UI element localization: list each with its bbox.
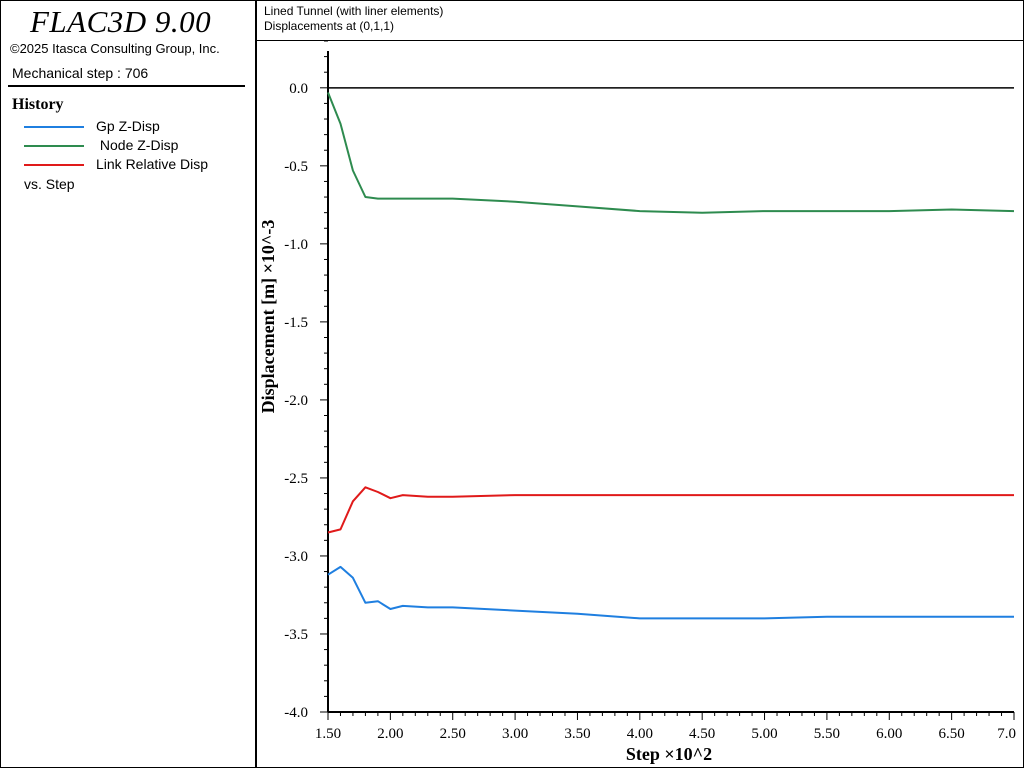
- legend-label: Gp Z-Disp: [96, 118, 160, 134]
- app-title: FLAC3D 9.00: [30, 4, 212, 39]
- x-tick-label: 5.00: [751, 726, 777, 742]
- y-tick-label: 0.0: [289, 81, 308, 97]
- legend-swatch: [24, 164, 84, 166]
- x-tick-label: 3.50: [564, 726, 590, 742]
- y-tick-label: -4.0: [284, 705, 308, 721]
- legend-label: Node Z-Disp: [96, 137, 179, 153]
- chart-series: [327, 92, 1015, 620]
- x-tick-label: 6.00: [876, 726, 902, 742]
- sidebar-separator: [8, 85, 245, 87]
- series-line-node-z-disp: [327, 92, 1015, 214]
- x-tick-label: 1.50: [315, 726, 341, 742]
- plot-title-divider: [257, 40, 1024, 41]
- x-tick-label: 4.00: [627, 726, 653, 742]
- sidebar-divider: [255, 0, 257, 768]
- x-axis-title: Step ×10^2: [626, 744, 712, 764]
- y-tick-label: -3.5: [284, 627, 308, 643]
- plot-title-line-2: Displacements at (0,1,1): [264, 19, 395, 33]
- x-tick-label: 2.50: [440, 726, 466, 742]
- y-axis-title: Displacement [m] ×10^-3: [258, 220, 278, 414]
- history-heading: History: [12, 96, 64, 113]
- y-tick-label: -0.5: [284, 159, 308, 175]
- series-line-gp-z-disp: [327, 565, 1014, 620]
- x-tick-label: 5.50: [814, 726, 840, 742]
- legend-swatch: [24, 145, 84, 147]
- x-tick-label: 3.00: [502, 726, 528, 742]
- plot-title-line-1: Lined Tunnel (with liner elements): [264, 4, 444, 18]
- legend-swatch: [24, 126, 84, 128]
- chart-axes: 0.0 -0.5 -1.0 -1.5 -2.0 -2.5 -3.0 -3.5 -4.0 1.50 2…: [284, 41, 1016, 742]
- y-tick-label: -1.5: [284, 315, 308, 331]
- x-tick-label: 7.0: [997, 726, 1016, 742]
- y-tick-label: -2.0: [284, 393, 308, 409]
- y-tick-label: -2.5: [284, 471, 308, 487]
- x-tick-label: 6.50: [939, 726, 965, 742]
- y-tick-label: -3.0: [284, 549, 308, 565]
- series-line-link-relative-disp: [327, 486, 1014, 534]
- plot-title: Lined Tunnel (with liner elements) Displ…: [264, 4, 443, 34]
- history-chart[interactable]: 0.0 -0.5 -1.0 -1.5 -2.0 -2.5 -3.0 -3.5 -4.0 1.50 2…: [257, 41, 1024, 768]
- legend-label: Link Relative Disp: [96, 156, 209, 172]
- x-tick-label: 4.50: [689, 726, 715, 742]
- x-tick-label: 2.00: [377, 726, 403, 742]
- mechanical-step-label: Mechanical step : 706: [12, 65, 149, 81]
- y-tick-label: -1.0: [284, 237, 308, 253]
- vs-step-label: vs. Step: [24, 176, 75, 192]
- copyright-text: ©2025 Itasca Consulting Group, Inc.: [10, 41, 220, 56]
